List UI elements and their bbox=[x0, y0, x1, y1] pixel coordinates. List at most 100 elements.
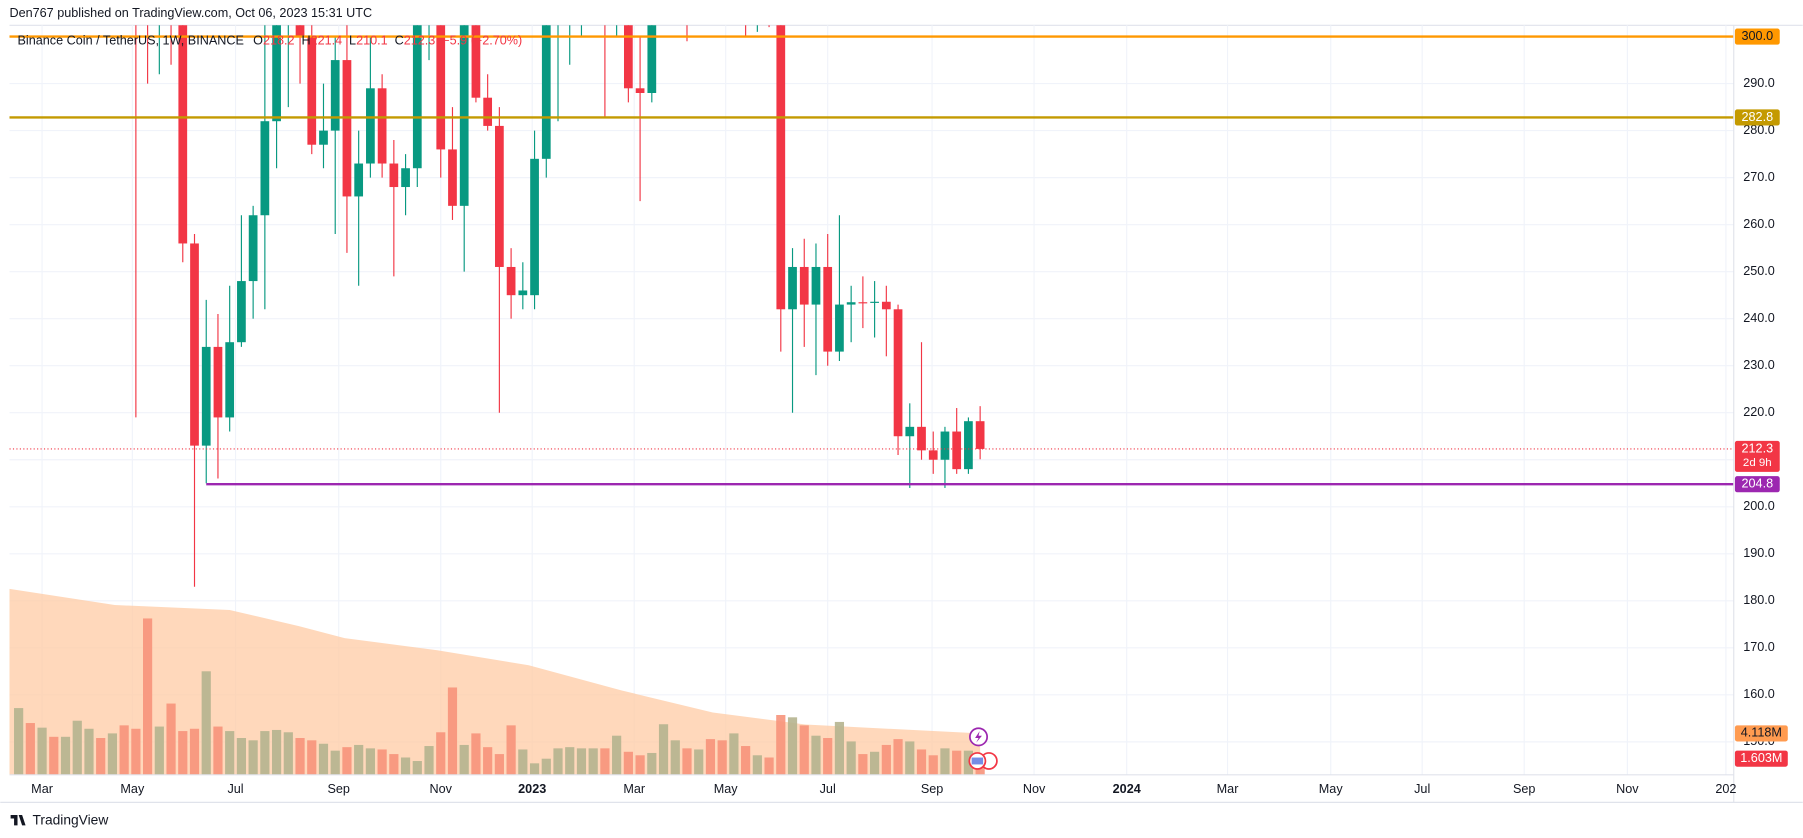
volume-bar bbox=[506, 725, 516, 775]
candle-body bbox=[330, 60, 340, 131]
volume-bar bbox=[905, 741, 915, 775]
candle-body bbox=[776, 25, 786, 310]
volume-bar bbox=[834, 721, 845, 775]
x-tick-label: May bbox=[714, 782, 739, 796]
volume-bar bbox=[553, 748, 563, 775]
volume-label-bg bbox=[1734, 750, 1788, 767]
logo-mark bbox=[10, 815, 26, 826]
volume-bar bbox=[823, 738, 833, 775]
volume-bar bbox=[143, 618, 153, 775]
volume-bar bbox=[354, 744, 364, 775]
volume-bar bbox=[670, 740, 680, 775]
volume-bar bbox=[600, 748, 610, 775]
level-label-bg bbox=[1734, 476, 1780, 493]
logo-text: TradingView bbox=[32, 812, 108, 827]
candle-body bbox=[401, 168, 410, 188]
candle-body bbox=[905, 426, 915, 437]
volume-bar bbox=[588, 748, 598, 775]
volume-bar bbox=[612, 735, 622, 775]
legend-change: −5.9 (−2.70%) bbox=[442, 34, 522, 48]
volume-bar bbox=[400, 757, 411, 775]
candle-body bbox=[518, 290, 528, 296]
x-tick-label: Mar bbox=[31, 782, 53, 796]
volume-ma-label: 4.118M bbox=[1741, 726, 1782, 740]
volume-bar bbox=[776, 714, 786, 775]
x-tick-label: Mar bbox=[1217, 782, 1239, 796]
level-label: 300.0 bbox=[1742, 29, 1774, 43]
volume-bar bbox=[25, 723, 35, 775]
volume-bar bbox=[248, 740, 258, 775]
candle-body bbox=[190, 243, 199, 446]
y-tick-label: 220.0 bbox=[1743, 405, 1775, 419]
volume-bar bbox=[60, 736, 71, 775]
candle-body bbox=[506, 266, 516, 296]
volume-bar bbox=[764, 757, 774, 775]
volume-ma-label-bg bbox=[1734, 725, 1788, 742]
event-icons bbox=[968, 727, 998, 770]
candle-body bbox=[366, 88, 375, 164]
level-label-bg bbox=[1734, 109, 1780, 126]
volume-bar bbox=[565, 747, 575, 775]
volume-bar bbox=[295, 738, 305, 775]
volume-bar bbox=[682, 748, 692, 775]
candle-body bbox=[858, 302, 868, 304]
x-tick-label: Nov bbox=[1616, 782, 1639, 796]
volume-bar bbox=[952, 750, 962, 775]
candle-body bbox=[881, 301, 891, 310]
volume-bar bbox=[471, 733, 481, 775]
candle-body bbox=[248, 215, 258, 282]
legend-value: 218.2 bbox=[263, 34, 295, 48]
x-tick-label: 2023 bbox=[518, 782, 546, 796]
publish-header: Den767 published on TradingView.com, Oct… bbox=[9, 6, 372, 20]
y-tick-label: 160.0 bbox=[1743, 687, 1775, 701]
volume-bar bbox=[72, 720, 82, 775]
x-tick-label: Sep bbox=[327, 782, 349, 796]
volume-bar bbox=[870, 751, 880, 775]
x-tick-label: May bbox=[1319, 782, 1344, 796]
candle-body bbox=[928, 450, 938, 460]
axes: Mar May Jul Sep Nov 2023 Mar May Jul Sep Nov 2024 Ma… bbox=[31, 28, 1788, 796]
legend-prefix: L bbox=[349, 34, 356, 48]
candle-body bbox=[178, 25, 188, 244]
volume-bar bbox=[494, 754, 504, 775]
candle-body bbox=[448, 149, 457, 206]
candle-body bbox=[623, 25, 633, 89]
legend-symbol: Binance Coin / TetherUS, 1W, BINANCE bbox=[18, 34, 244, 48]
level-label-bg bbox=[1734, 28, 1780, 45]
candle-body bbox=[940, 431, 950, 460]
volume-bar bbox=[811, 735, 821, 775]
volume-bar bbox=[881, 744, 891, 775]
volume-bar bbox=[107, 733, 118, 775]
legend-prefix: H bbox=[301, 34, 310, 48]
candle-body bbox=[201, 346, 211, 446]
y-tick-label: 230.0 bbox=[1743, 358, 1775, 372]
volume-bar bbox=[119, 725, 129, 775]
candle-body bbox=[471, 25, 481, 98]
volume-bar bbox=[213, 726, 223, 775]
x-tick-label: Jul bbox=[820, 782, 836, 796]
candle-body bbox=[342, 60, 352, 197]
candle-body bbox=[975, 421, 985, 449]
volume-bar bbox=[729, 733, 739, 775]
volume-bar bbox=[377, 749, 387, 775]
flag-fill bbox=[971, 757, 984, 765]
candle-body bbox=[823, 266, 833, 352]
volume-bar bbox=[201, 671, 211, 775]
volume-bar bbox=[529, 763, 540, 775]
volume-ma-area bbox=[9, 588, 981, 775]
volume-bar bbox=[37, 727, 47, 775]
volume-bar bbox=[365, 748, 375, 775]
candle-body bbox=[799, 266, 809, 305]
volume-bar bbox=[799, 725, 809, 775]
candle-body bbox=[530, 158, 539, 296]
volume-bar bbox=[623, 751, 633, 775]
candle-body bbox=[647, 25, 657, 93]
legend-value: 212.3 bbox=[404, 34, 436, 48]
last-price-label: 212.3 bbox=[1742, 441, 1774, 455]
x-tick-label: Jul bbox=[1414, 782, 1430, 796]
candle-body bbox=[354, 163, 364, 197]
countdown-label: 2d 9h bbox=[1743, 457, 1772, 469]
volume-bar bbox=[447, 687, 458, 775]
volume-bar bbox=[916, 749, 927, 775]
candle-body bbox=[295, 25, 305, 37]
